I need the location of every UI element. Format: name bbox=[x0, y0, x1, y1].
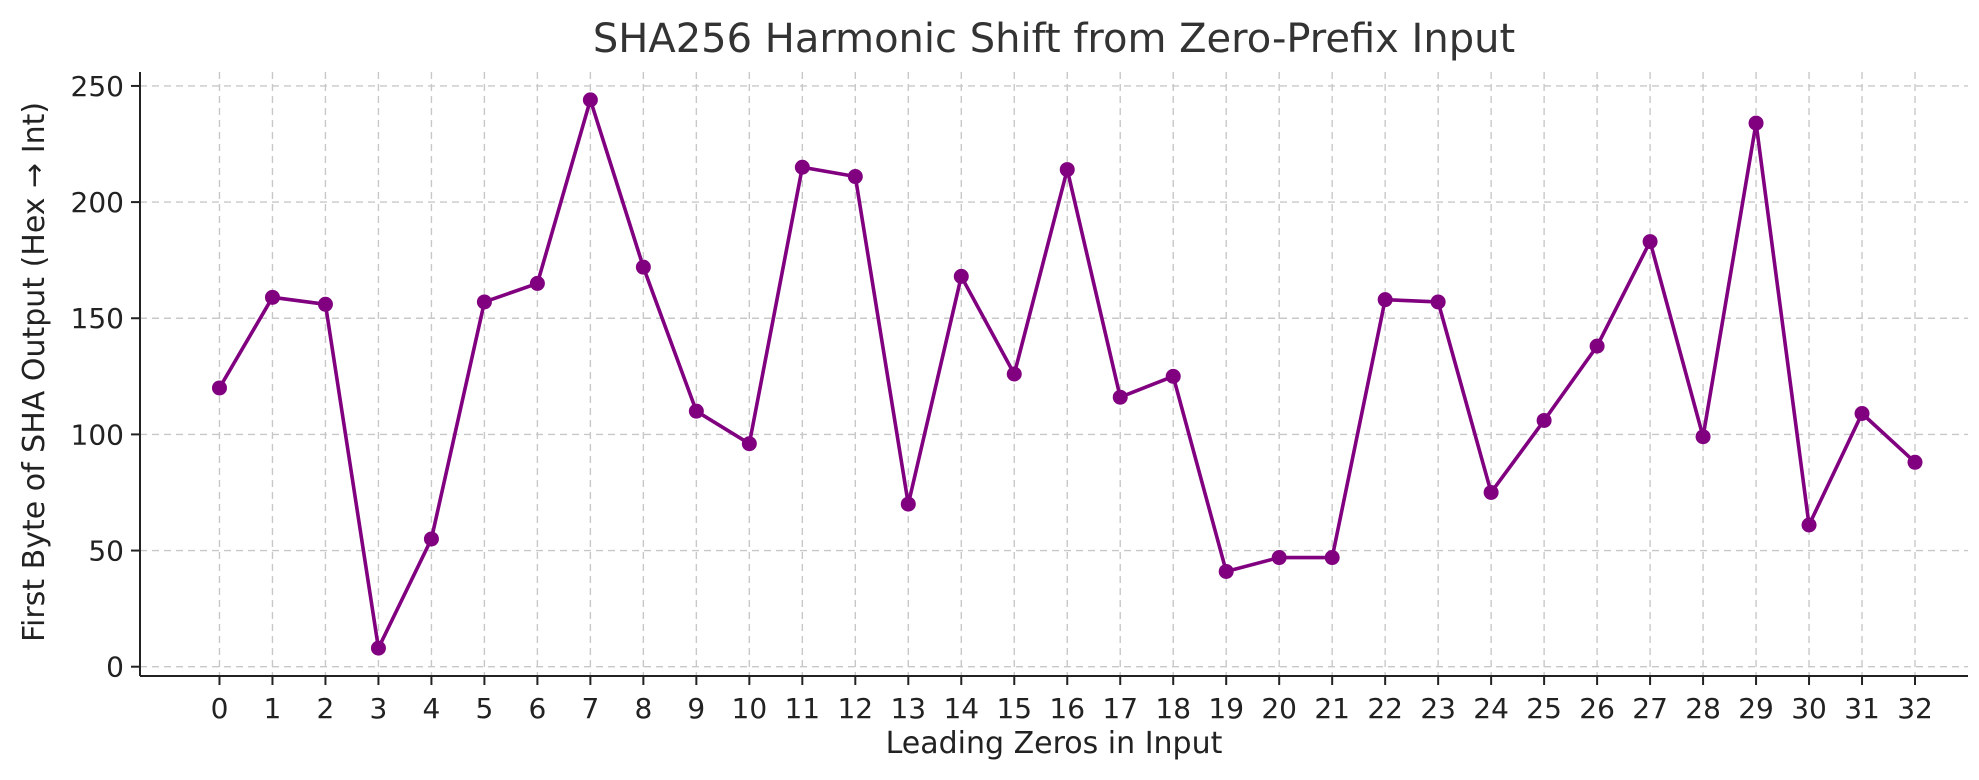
x-tick-label: 4 bbox=[423, 692, 441, 725]
x-tick-label: 19 bbox=[1208, 692, 1244, 725]
y-tick-label: 250 bbox=[71, 70, 124, 103]
x-axis-label: Leading Zeros in Input bbox=[886, 726, 1223, 761]
data-point bbox=[317, 296, 333, 312]
x-tick-label: 28 bbox=[1685, 692, 1721, 725]
data-point bbox=[847, 169, 863, 185]
data-point bbox=[1059, 162, 1075, 178]
grid-layer bbox=[140, 72, 1968, 676]
data-point bbox=[211, 380, 227, 396]
chart-title: SHA256 Harmonic Shift from Zero-Prefix I… bbox=[593, 16, 1515, 62]
x-tick-label: 7 bbox=[581, 692, 599, 725]
data-point bbox=[1589, 338, 1605, 354]
data-point bbox=[476, 294, 492, 310]
x-tick-label: 32 bbox=[1897, 692, 1933, 725]
x-tick-label: 23 bbox=[1420, 692, 1456, 725]
x-tick-label: 14 bbox=[943, 692, 979, 725]
x-tick-label: 26 bbox=[1579, 692, 1615, 725]
data-point bbox=[582, 92, 598, 108]
data-point bbox=[1854, 405, 1870, 421]
data-point bbox=[953, 268, 969, 284]
data-point bbox=[1218, 563, 1234, 579]
x-tick-label: 10 bbox=[732, 692, 768, 725]
x-tick-label: 3 bbox=[370, 692, 388, 725]
data-point bbox=[264, 289, 280, 305]
data-point bbox=[1165, 368, 1181, 384]
x-tick-label: 24 bbox=[1473, 692, 1509, 725]
x-tick-label: 18 bbox=[1155, 692, 1191, 725]
y-tick-label: 0 bbox=[106, 651, 124, 684]
x-tick-label: 22 bbox=[1367, 692, 1403, 725]
x-tick-label: 25 bbox=[1526, 692, 1562, 725]
x-tick-label: 5 bbox=[475, 692, 493, 725]
data-point bbox=[794, 159, 810, 175]
data-point bbox=[1430, 294, 1446, 310]
data-point bbox=[741, 436, 757, 452]
x-tick-label: 29 bbox=[1738, 692, 1774, 725]
x-tick-label: 0 bbox=[211, 692, 229, 725]
x-tick-label: 20 bbox=[1261, 692, 1297, 725]
y-tick-label: 50 bbox=[88, 535, 124, 568]
data-point bbox=[900, 496, 916, 512]
y-axis-label: First Byte of SHA Output (Hex → Int) bbox=[17, 102, 52, 642]
x-tick-label: 8 bbox=[634, 692, 652, 725]
x-tick-label: 16 bbox=[1049, 692, 1085, 725]
data-point bbox=[1271, 550, 1287, 566]
data-point bbox=[1907, 454, 1923, 470]
data-point bbox=[1536, 412, 1552, 428]
x-tick-label: 9 bbox=[687, 692, 705, 725]
x-tick-label: 2 bbox=[317, 692, 335, 725]
data-point bbox=[635, 259, 651, 275]
data-point bbox=[1695, 429, 1711, 445]
x-tick-label: 1 bbox=[264, 692, 282, 725]
data-point bbox=[1642, 234, 1658, 250]
x-tick-label: 30 bbox=[1791, 692, 1827, 725]
data-point bbox=[688, 403, 704, 419]
data-point bbox=[1801, 517, 1817, 533]
data-point bbox=[370, 640, 386, 656]
data-point bbox=[1377, 292, 1393, 308]
x-tick-label: 12 bbox=[837, 692, 873, 725]
x-tick-label: 11 bbox=[784, 692, 820, 725]
x-tick-label: 31 bbox=[1844, 692, 1880, 725]
data-point bbox=[1006, 366, 1022, 382]
data-point bbox=[1324, 550, 1340, 566]
data-point bbox=[1112, 389, 1128, 405]
y-tick-label: 100 bbox=[71, 418, 124, 451]
x-tick-label: 6 bbox=[528, 692, 546, 725]
series-layer bbox=[211, 92, 1923, 656]
x-tick-label: 15 bbox=[996, 692, 1032, 725]
data-point bbox=[1748, 115, 1764, 131]
data-point bbox=[423, 531, 439, 547]
x-tick-label: 13 bbox=[890, 692, 926, 725]
y-tick-label: 150 bbox=[71, 302, 124, 335]
axes-layer: 0 1 2 3 4 5 6 7 8 9 10 11 12 13 14 15 16 17 18 19 20 21 22 23 24… bbox=[71, 70, 1968, 725]
y-tick-label: 200 bbox=[71, 186, 124, 219]
x-tick-label: 17 bbox=[1102, 692, 1138, 725]
x-tick-label: 21 bbox=[1314, 692, 1350, 725]
data-point bbox=[1483, 484, 1499, 500]
data-point bbox=[529, 275, 545, 291]
x-tick-label: 27 bbox=[1632, 692, 1668, 725]
